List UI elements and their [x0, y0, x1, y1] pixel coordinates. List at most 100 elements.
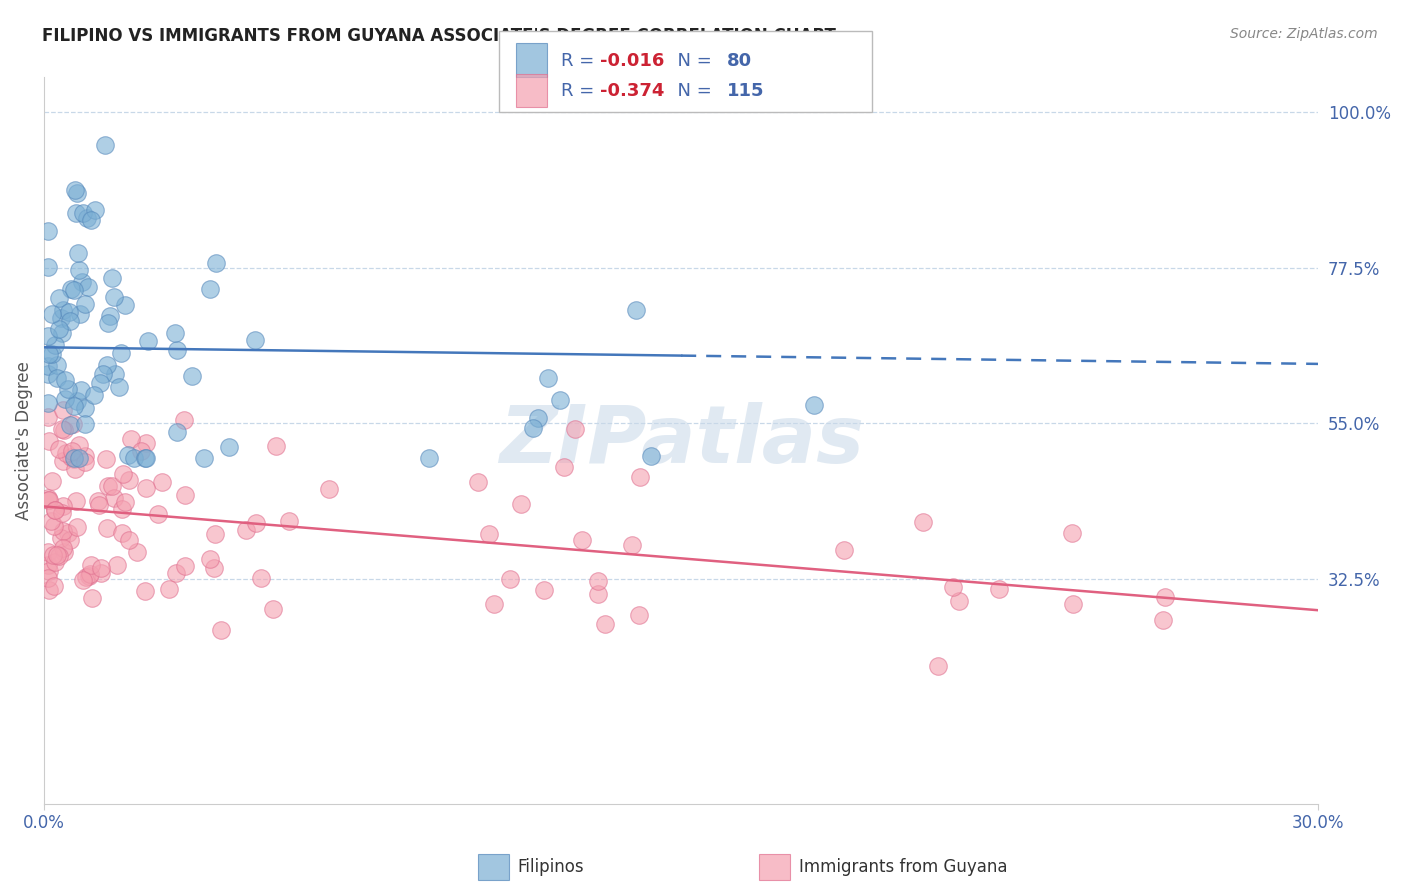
Point [51, 310, 73, 325]
Point [134, 450, 156, 465]
Point [98, 309, 121, 323]
Point [45, 371, 67, 385]
Point [51, 541, 73, 555]
Point [150, 475, 173, 489]
Point [37, 224, 59, 238]
Point [89, 498, 111, 512]
Point [193, 450, 215, 465]
Point [96, 316, 118, 330]
Point [834, 542, 856, 557]
Point [166, 343, 188, 358]
Text: R =: R = [561, 52, 600, 70]
Point [62, 417, 84, 432]
Point [173, 413, 195, 427]
Point [83, 203, 105, 218]
Point [250, 571, 273, 585]
Point [467, 475, 489, 489]
Point [111, 467, 134, 481]
Point [38, 564, 60, 578]
Point [135, 435, 157, 450]
Point [52, 423, 75, 437]
Point [65, 494, 87, 508]
Point [37, 368, 59, 382]
Point [127, 545, 149, 559]
Point [44, 503, 66, 517]
Text: -0.374: -0.374 [600, 82, 665, 101]
Text: ZIPatlas: ZIPatlas [499, 401, 863, 480]
Point [53, 392, 76, 406]
Point [103, 491, 125, 505]
Point [499, 572, 522, 586]
Point [51, 326, 73, 341]
Point [66, 186, 89, 201]
Point [49, 531, 72, 545]
Point [157, 582, 180, 596]
Point [72, 205, 94, 219]
Text: N =: N = [666, 52, 718, 70]
Point [564, 422, 586, 436]
Point [110, 526, 132, 541]
Point [96, 521, 118, 535]
Point [198, 282, 221, 296]
Point [76, 211, 98, 226]
Point [41, 474, 63, 488]
Point [586, 587, 609, 601]
Point [38, 347, 60, 361]
Point [73, 401, 96, 416]
Point [65, 206, 87, 220]
Point [522, 421, 544, 435]
Point [120, 432, 142, 446]
Point [912, 515, 935, 529]
Point [621, 538, 644, 552]
Point [510, 498, 533, 512]
Point [67, 245, 90, 260]
Point [803, 398, 825, 412]
Point [104, 367, 127, 381]
Point [72, 275, 94, 289]
Point [107, 380, 129, 394]
Point [37, 260, 59, 274]
Point [129, 444, 152, 458]
Point [69, 307, 91, 321]
Point [62, 284, 84, 298]
Point [59, 313, 82, 327]
Point [37, 545, 59, 559]
Point [58, 526, 80, 541]
Point [65, 520, 87, 534]
Point [63, 184, 86, 198]
Point [277, 514, 299, 528]
Point [63, 452, 86, 467]
Point [266, 439, 288, 453]
Point [44, 338, 66, 352]
Point [67, 450, 90, 465]
Point [135, 481, 157, 495]
Point [640, 449, 662, 463]
Text: Immigrants from Guyana: Immigrants from Guyana [799, 858, 1007, 876]
Point [245, 516, 267, 530]
Point [67, 438, 90, 452]
Point [48, 442, 70, 456]
Point [52, 303, 75, 318]
Point [42, 549, 65, 563]
Point [173, 559, 195, 574]
Text: Filipinos: Filipinos [517, 858, 583, 876]
Text: -0.016: -0.016 [600, 52, 665, 70]
Point [37, 359, 59, 374]
Point [77, 569, 100, 583]
Point [44, 518, 66, 533]
Point [46, 549, 69, 563]
Point [80, 558, 103, 572]
Point [318, 482, 340, 496]
Point [75, 455, 97, 469]
Point [38, 434, 60, 448]
Point [37, 558, 59, 573]
Point [218, 440, 240, 454]
Point [46, 358, 69, 372]
Point [75, 449, 97, 463]
Point [37, 491, 59, 506]
Point [53, 373, 76, 387]
Point [134, 584, 156, 599]
Point [626, 303, 648, 318]
Point [59, 418, 82, 433]
Point [66, 393, 89, 408]
